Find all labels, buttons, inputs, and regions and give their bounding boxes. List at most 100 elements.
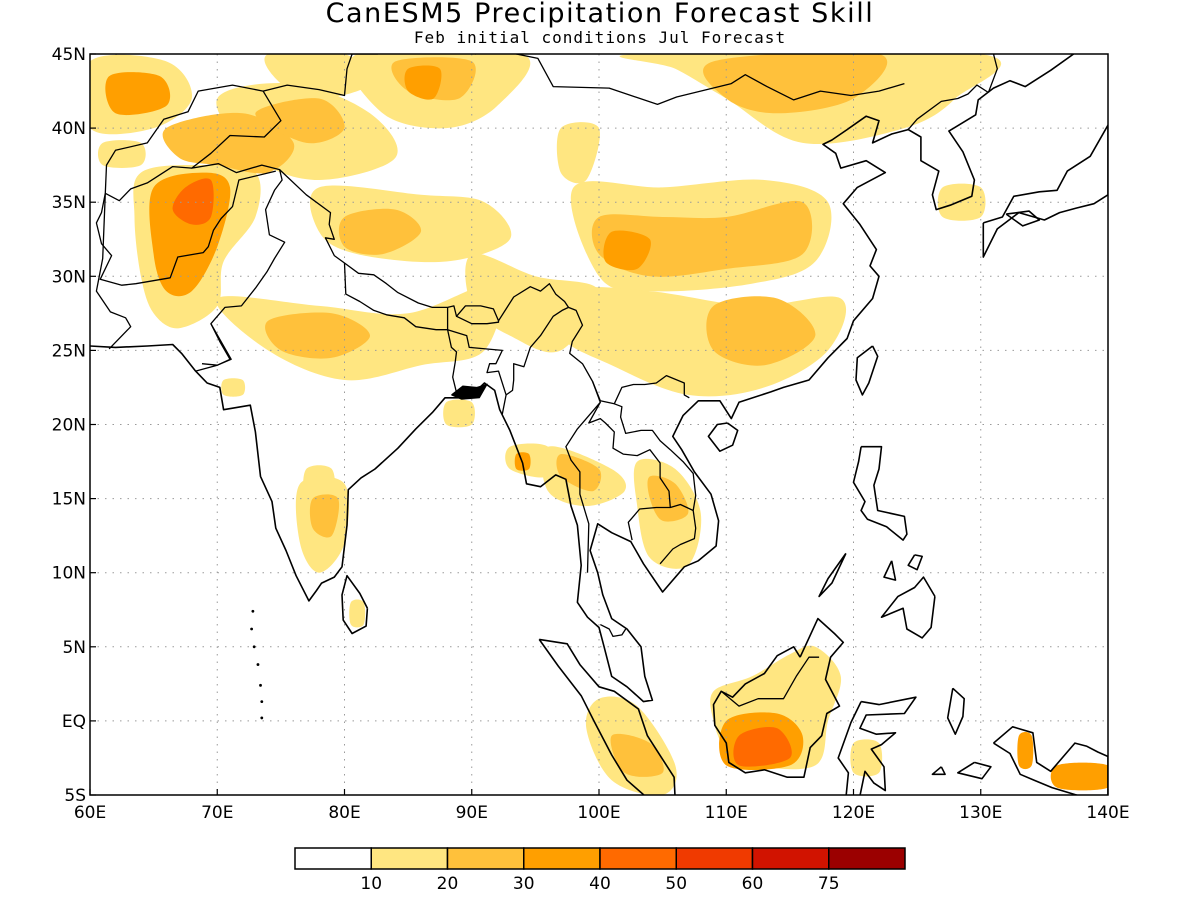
coastline-layer — [90, 54, 1108, 795]
map-title: CanESM5 Precipitation Forecast Skill — [325, 0, 875, 29]
country-border — [447, 329, 507, 415]
lon-tick-label: 130E — [959, 803, 1002, 823]
country-border — [588, 381, 671, 541]
lon-tick-label: 60E — [74, 803, 106, 823]
coastline — [837, 696, 917, 795]
colorbar-swatch — [446, 847, 525, 870]
lon-tick-label: 120E — [832, 803, 875, 823]
island-dot — [259, 683, 262, 687]
skill-region — [1017, 732, 1034, 770]
coastline — [883, 560, 897, 581]
colorbar-label: 30 — [513, 874, 535, 894]
coastline — [982, 124, 1108, 258]
skill-region — [465, 253, 600, 353]
ganges-delta — [451, 383, 489, 400]
island-dot — [251, 609, 255, 613]
colorbar: 10 20 30 40 50 60 75 — [294, 847, 906, 894]
skill-region — [703, 54, 887, 114]
map-subtitle: Feb initial conditions Jul Forecast — [413, 28, 787, 47]
colorbar-swatch — [599, 847, 677, 870]
country-border — [104, 84, 286, 366]
lat-tick-label: 35N — [52, 193, 86, 213]
coastline — [707, 422, 739, 452]
graticule-layer — [90, 54, 1108, 795]
skill-region — [733, 727, 792, 767]
colorbar-swatch — [370, 847, 449, 870]
lat-tick-label: 40N — [52, 119, 86, 139]
lat-tick-label: 45N — [52, 45, 86, 65]
skill-region — [404, 65, 442, 100]
country-border — [456, 315, 500, 325]
country-border — [279, 169, 500, 322]
coastline — [341, 574, 369, 635]
skill-region — [97, 140, 146, 168]
skill-region — [556, 122, 600, 184]
skill-region — [937, 183, 986, 221]
country-border — [600, 624, 627, 638]
lon-tick-label: 110E — [705, 803, 748, 823]
axis-labels: 60E 70E 80E 90E 100E 110E 120E 130E 140E 5S EQ 5N 10… — [52, 45, 1130, 823]
lat-tick-label: 30N — [52, 267, 86, 287]
colorbar-label: 40 — [589, 874, 611, 894]
island-dot — [252, 645, 256, 649]
colorbar-label: 10 — [360, 874, 382, 894]
colorbar-swatch — [294, 847, 372, 870]
island-dot — [256, 663, 260, 666]
lat-tick-label: 25N — [52, 341, 86, 361]
lon-tick-label: 90E — [456, 803, 488, 823]
island-dot — [250, 627, 254, 631]
colorbar-swatch — [828, 847, 906, 870]
lat-tick-label: 10N — [52, 564, 86, 584]
colorbar-swatch — [675, 847, 754, 870]
country-border — [720, 656, 820, 707]
skill-region — [172, 178, 214, 225]
skill-shading-layer — [90, 54, 1108, 795]
lat-tick-label: 5N — [62, 638, 86, 658]
lon-tick-label: 80E — [328, 803, 360, 823]
skill-region — [1050, 762, 1108, 791]
coastline — [992, 726, 1108, 795]
country-border — [670, 503, 694, 512]
lon-tick-label: 70E — [201, 803, 233, 823]
coastline — [90, 54, 1075, 703]
skill-region — [309, 494, 340, 538]
skill-region — [706, 296, 816, 366]
coastline — [946, 687, 965, 735]
island-dot — [260, 700, 264, 704]
country-border — [987, 54, 1006, 93]
lat-tick-label: EQ — [62, 712, 86, 732]
country-border — [104, 165, 192, 202]
colorbar-label: 50 — [665, 874, 687, 894]
colorbar-swatch — [523, 847, 601, 870]
skill-region — [338, 208, 422, 255]
skill-region — [610, 733, 664, 777]
coastline — [1005, 210, 1041, 227]
coastline — [855, 345, 879, 396]
coastline — [931, 766, 946, 776]
colorbar-label: 20 — [437, 874, 459, 894]
coastline — [115, 54, 122, 55]
country-border — [474, 54, 905, 106]
country-border — [95, 170, 276, 286]
country-border — [907, 84, 989, 131]
country-border — [262, 54, 379, 97]
skill-region — [603, 230, 651, 271]
lon-tick-label: 100E — [577, 803, 620, 823]
skill-region — [265, 312, 370, 359]
coastline — [712, 617, 845, 778]
skill-region — [264, 54, 371, 99]
coastline — [880, 576, 936, 639]
country-border — [565, 401, 601, 573]
coastline — [538, 638, 676, 795]
country-border — [505, 306, 569, 396]
colorbar-swatch — [751, 847, 830, 870]
skill-region — [255, 98, 345, 144]
coastline — [957, 761, 992, 780]
skill-region — [556, 454, 602, 492]
lat-tick-label: 20N — [52, 416, 86, 436]
country-border — [343, 262, 449, 331]
country-border — [614, 403, 697, 565]
skill-region — [591, 200, 813, 277]
